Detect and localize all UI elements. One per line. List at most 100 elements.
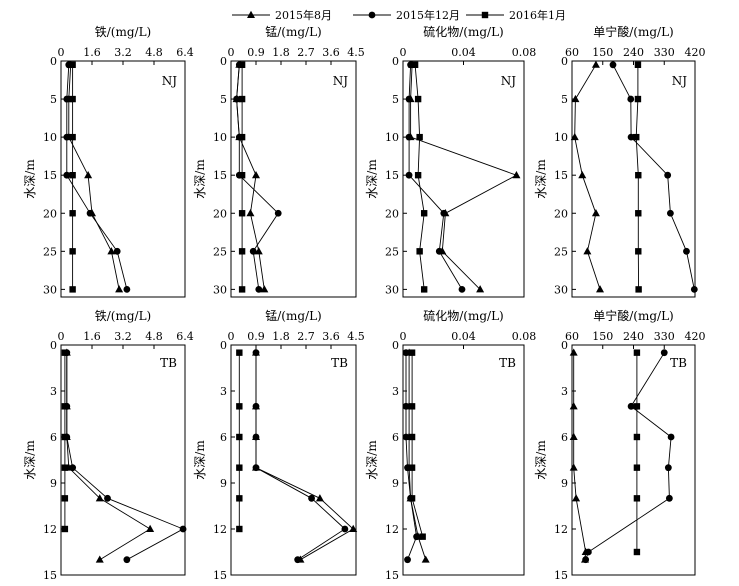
data-point [95, 555, 104, 563]
data-point [633, 349, 641, 356]
data-point [252, 170, 260, 179]
y-axis-label: 水深/m [23, 440, 37, 480]
y-tick-label: 25 [385, 245, 399, 258]
chart-panel: 锰/(mg/L) 0 0.9 1.8 2.7 3.6 4.5 0 5 10 15 20 25 30 水深/m… [193, 24, 365, 298]
x-tick-label: 0 [400, 330, 407, 343]
y-tick-label: 30 [385, 283, 399, 296]
y-tick-label: 30 [43, 283, 57, 296]
data-point [627, 95, 635, 103]
y-tick-label: 20 [385, 207, 399, 220]
data-point [252, 349, 260, 357]
data-point [315, 494, 324, 502]
x-tick-label: 1.8 [272, 330, 290, 343]
data-point [349, 524, 358, 532]
x-tick-label: 1.6 [83, 330, 101, 343]
x-tick-label: 240 [623, 330, 644, 343]
data-point [585, 548, 592, 556]
data-point [633, 495, 641, 502]
data-point [146, 524, 155, 532]
y-axis-label: 水深/m [365, 440, 379, 480]
data-point [61, 464, 69, 471]
site-label: TB [160, 356, 177, 370]
x-tick-label: 3.6 [322, 330, 340, 343]
data-point [405, 95, 413, 103]
data-point [408, 433, 416, 441]
series-line [66, 352, 185, 561]
series-line [612, 64, 695, 290]
data-point [440, 209, 448, 217]
panel-title: 硫化物/(mg/L) [423, 308, 503, 323]
data-point [69, 464, 77, 472]
x-tick-label: 0 [58, 46, 65, 59]
data-point [238, 210, 246, 217]
data-point [665, 494, 673, 502]
x-tick-label: 4.8 [145, 46, 163, 59]
data-point [635, 210, 642, 217]
x-tick-label: 330 [654, 46, 675, 59]
y-axis-label: 水深/m [534, 440, 548, 480]
y-tick-label: 9 [561, 477, 568, 490]
data-point [408, 495, 416, 502]
data-point [690, 285, 698, 293]
data-point [252, 464, 260, 472]
data-point [435, 247, 443, 255]
y-tick-label: 6 [561, 431, 568, 444]
data-point [633, 464, 641, 471]
plot-frame [230, 60, 357, 298]
y-tick-label: 12 [43, 523, 57, 536]
data-point [249, 247, 257, 255]
data-series [63, 61, 131, 293]
x-tick-label: 0.08 [512, 46, 537, 59]
data-point [660, 349, 668, 357]
panel-title: 单宁酸/(mg/L) [593, 24, 673, 39]
y-tick-label: 25 [43, 245, 57, 258]
y-axis-label: 水深/m [534, 159, 548, 199]
y-tick-label: 6 [392, 431, 399, 444]
data-point [664, 171, 672, 179]
data-point [405, 171, 413, 179]
y-tick-label: 5 [392, 93, 399, 106]
data-point [69, 133, 76, 141]
data-point [664, 464, 672, 472]
data-point [570, 132, 579, 141]
x-tick-label: 150 [592, 46, 613, 59]
legend-marker [368, 11, 376, 19]
chart-panel: 铁/(mg/L) 0 1.6 3.2 4.8 6.4 0 3 6 9 12 15 水深/m TB [23, 309, 194, 582]
x-tick-label: 3.6 [322, 46, 340, 59]
y-tick-label: 30 [213, 283, 227, 296]
series-line [255, 352, 346, 561]
y-tick-label: 10 [43, 131, 57, 144]
data-point [236, 495, 243, 502]
data-point [69, 61, 76, 69]
data-point [667, 433, 675, 441]
x-tick-label: 1.8 [272, 46, 290, 59]
site-label: NJ [162, 74, 178, 88]
data-point [416, 133, 423, 141]
x-tick-label: 60 [565, 46, 579, 59]
data-point [569, 463, 578, 471]
x-tick-label: 4.5 [347, 330, 365, 343]
data-point [635, 171, 642, 179]
x-tick-label: 4.8 [145, 330, 163, 343]
data-point [61, 349, 69, 356]
data-point [61, 525, 69, 533]
x-tick-label: 150 [592, 330, 613, 343]
plot-frame [230, 344, 357, 576]
data-point [635, 286, 642, 293]
data-point [683, 247, 690, 255]
data-point [69, 248, 76, 255]
chart-panel: 锰/(mg/L) 0 0.9 1.8 2.7 3.6 4.5 0 3 6 9 12 15 水深/m TB [193, 308, 365, 582]
data-point [402, 433, 410, 441]
legend-marker [247, 10, 255, 18]
data-point [405, 133, 413, 141]
legend-label: 2015年12月 [396, 8, 460, 22]
data-point [104, 494, 111, 502]
y-axis-label: 水深/m [193, 440, 207, 480]
data-point [572, 494, 581, 502]
data-point [416, 248, 423, 255]
data-point [179, 525, 187, 533]
data-point [633, 403, 641, 410]
y-axis-label: 水深/m [23, 159, 37, 199]
data-point [591, 209, 600, 217]
